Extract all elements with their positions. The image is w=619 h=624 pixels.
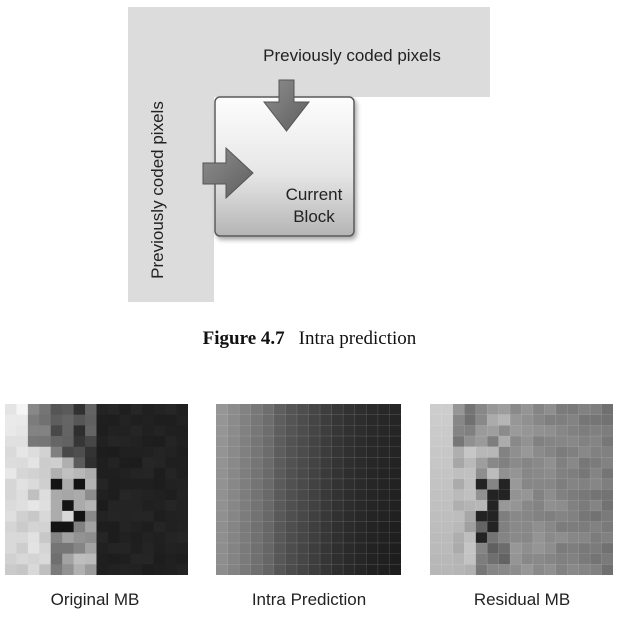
residual-mb-panel bbox=[430, 404, 613, 575]
figure-number: Figure 4.7 bbox=[202, 328, 285, 349]
original-mb-image bbox=[5, 404, 188, 575]
figure-title: Intra prediction bbox=[298, 328, 417, 349]
down-arrow-icon bbox=[262, 79, 311, 132]
current-block-label-line1: Current bbox=[286, 185, 343, 204]
previously-coded-region bbox=[128, 7, 490, 302]
residual-mb-image bbox=[430, 404, 613, 575]
intra-prediction-diagram: Previously coded pixels Previously coded… bbox=[128, 7, 490, 302]
right-arrow-icon bbox=[202, 146, 254, 200]
original-mb-label: Original MB bbox=[50, 590, 140, 609]
intra-prediction-image bbox=[216, 404, 401, 575]
intra-prediction-panel bbox=[216, 404, 401, 575]
residual-mb-label: Residual MB bbox=[473, 590, 571, 609]
top-region-label: Previously coded pixels bbox=[263, 46, 441, 65]
original-mb-panel bbox=[5, 404, 188, 575]
left-region-label: Previously coded pixels bbox=[148, 101, 167, 279]
current-block-label-line2: Block bbox=[293, 207, 335, 226]
intra-prediction-label: Intra Prediction bbox=[251, 590, 367, 609]
figure-caption: Figure 4.7 Intra prediction bbox=[0, 328, 619, 350]
